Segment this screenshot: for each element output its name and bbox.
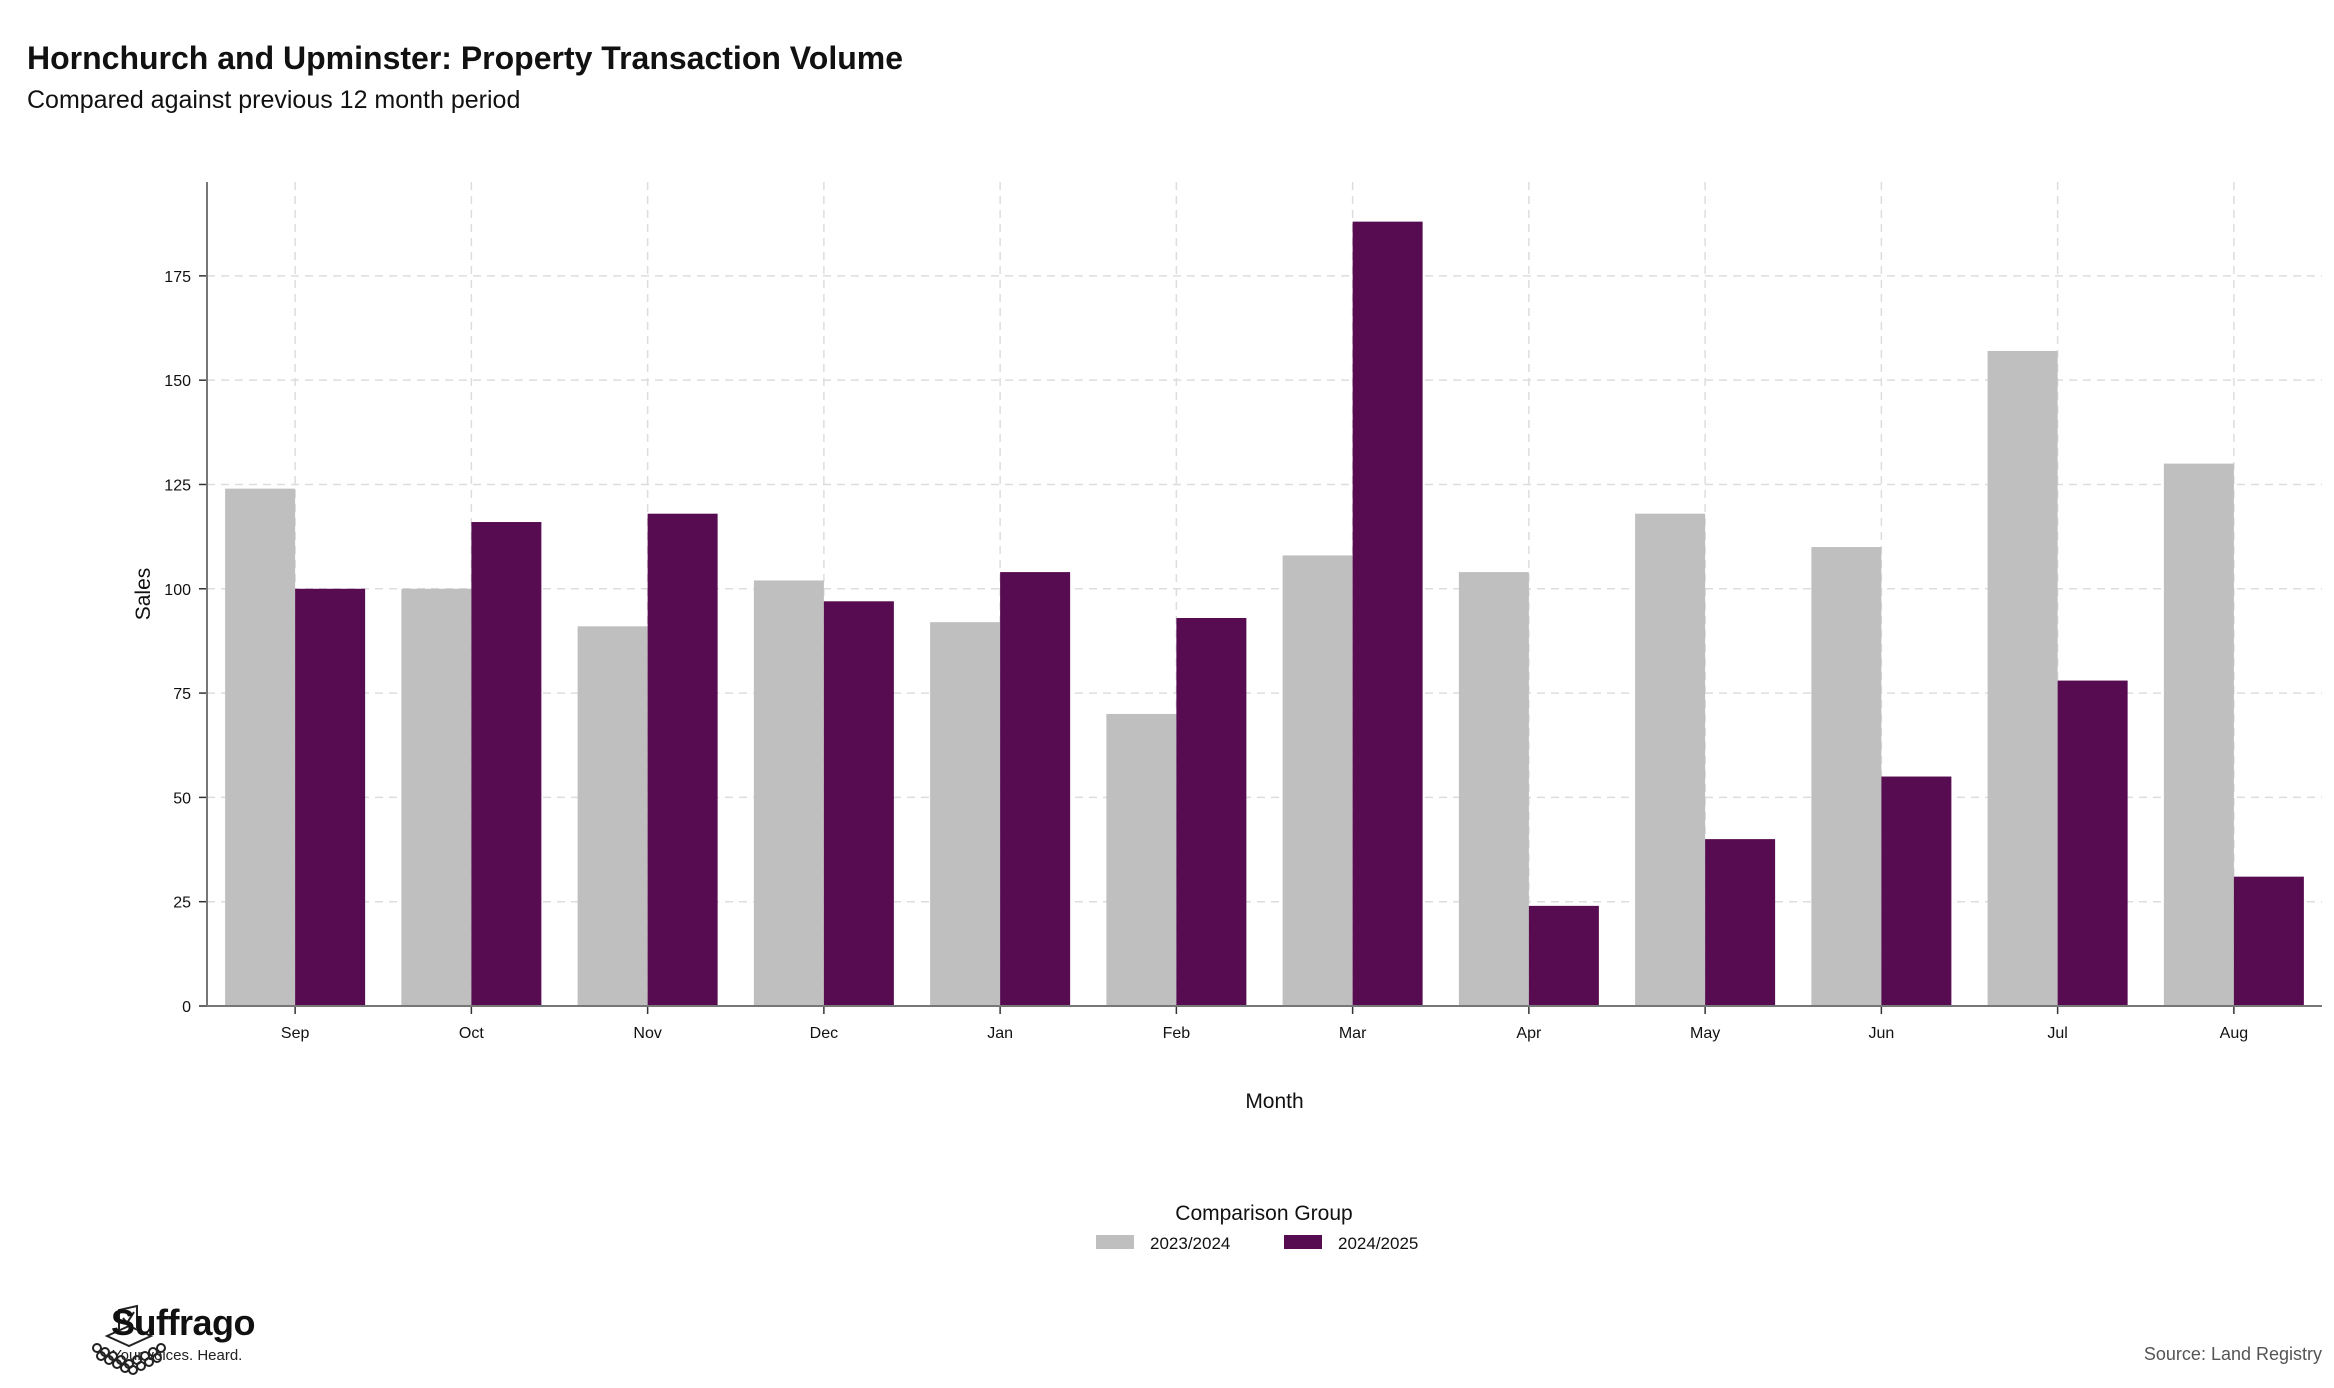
bar-current-dec bbox=[823, 601, 894, 1006]
y-tick-label: 50 bbox=[173, 790, 191, 807]
x-tick-label: Jun bbox=[1868, 1025, 1894, 1042]
source-note: Source: Land Registry bbox=[2143, 1344, 2322, 1364]
x-tick-label: Aug bbox=[2220, 1025, 2248, 1042]
bar-previous-may bbox=[1635, 513, 1706, 1006]
bar-previous-oct bbox=[401, 588, 472, 1006]
bar-current-jan bbox=[1000, 572, 1071, 1006]
x-tick-label: Jul bbox=[2047, 1025, 2067, 1042]
axes: 0 25 50 75 100 125 150 175 Sep Oct Nov Dec Jan Feb Mar… bbox=[132, 182, 2322, 1113]
bar-previous-mar bbox=[1282, 555, 1353, 1006]
x-tick-label: Mar bbox=[1339, 1025, 1367, 1042]
bar-current-aug bbox=[2233, 876, 2304, 1006]
bar-previous-sep bbox=[225, 488, 296, 1006]
x-tick-label: Oct bbox=[459, 1025, 484, 1042]
bar-current-mar bbox=[1352, 221, 1423, 1006]
brand-name: Suffrago bbox=[111, 1302, 256, 1343]
bar-previous-jun bbox=[1811, 547, 1882, 1006]
bar-previous-aug bbox=[2163, 463, 2234, 1006]
legend-swatch bbox=[1284, 1235, 1322, 1249]
x-tick-label: Sep bbox=[281, 1025, 310, 1042]
bar-current-nov bbox=[647, 513, 718, 1006]
legend: Comparison Group 2023/2024 2024/2025 bbox=[1096, 1202, 1418, 1253]
bar-current-jul bbox=[2057, 680, 2128, 1006]
x-tick-label: Apr bbox=[1516, 1025, 1542, 1042]
chart-title: Hornchurch and Upminster: Property Trans… bbox=[27, 40, 903, 76]
y-tick-label: 150 bbox=[164, 373, 191, 390]
y-tick-label: 125 bbox=[164, 477, 191, 494]
bar-current-oct bbox=[471, 522, 542, 1006]
legend-label: 2024/2025 bbox=[1338, 1234, 1418, 1253]
bar-current-feb bbox=[1176, 617, 1247, 1006]
x-tick-label: Nov bbox=[633, 1025, 661, 1042]
bar-previous-dec bbox=[753, 580, 824, 1006]
ballot-box-icon bbox=[92, 1304, 166, 1375]
x-tick-label: Dec bbox=[810, 1025, 838, 1042]
bar-current-sep bbox=[295, 588, 366, 1006]
x-axis-title: Month bbox=[1245, 1090, 1303, 1113]
x-tick-label: Jan bbox=[987, 1025, 1013, 1042]
y-tick-label: 25 bbox=[173, 895, 191, 912]
legend-swatch bbox=[1096, 1235, 1134, 1249]
bar-previous-feb bbox=[1106, 713, 1177, 1006]
y-tick-label: 0 bbox=[182, 999, 191, 1016]
x-tick-label: Feb bbox=[1163, 1025, 1191, 1042]
bar-previous-apr bbox=[1458, 572, 1529, 1006]
bar-current-apr bbox=[1528, 905, 1599, 1006]
bars bbox=[225, 221, 2304, 1006]
bar-previous-nov bbox=[577, 626, 648, 1006]
bar-current-jun bbox=[1881, 776, 1952, 1006]
legend-label: 2023/2024 bbox=[1150, 1234, 1230, 1253]
brand-tagline: Your voices. Heard. bbox=[112, 1347, 243, 1364]
bar-previous-jul bbox=[1987, 350, 2058, 1006]
bar-current-may bbox=[1705, 839, 1776, 1006]
bar-previous-jan bbox=[930, 622, 1001, 1006]
y-tick-label: 100 bbox=[164, 582, 191, 599]
y-tick-label: 75 bbox=[173, 686, 191, 703]
y-axis-title: Sales bbox=[132, 568, 155, 621]
x-tick-label: May bbox=[1690, 1025, 1720, 1042]
chart-subtitle: Compared against previous 12 month perio… bbox=[27, 86, 521, 114]
y-tick-label: 175 bbox=[164, 269, 191, 286]
legend-title: Comparison Group bbox=[1175, 1202, 1352, 1225]
